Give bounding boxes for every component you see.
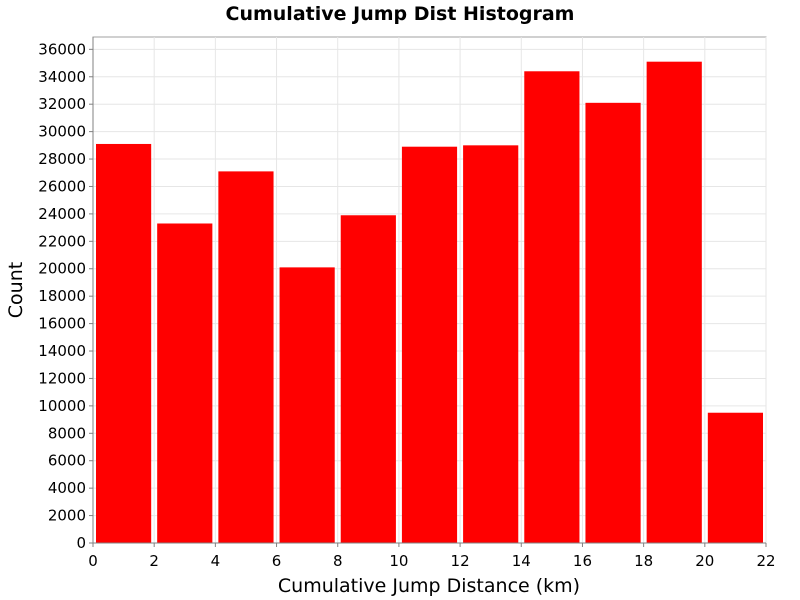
histogram-bar	[218, 171, 274, 543]
y-axis-label: Count	[5, 262, 27, 318]
histogram-bar	[524, 71, 580, 543]
x-tick-label: 10	[389, 552, 408, 570]
x-axis-label: Cumulative Jump Distance (km)	[278, 575, 580, 597]
y-tick-label: 32000	[38, 95, 86, 113]
x-tick-label: 8	[333, 552, 343, 570]
x-tick-label: 18	[634, 552, 653, 570]
y-tick-label: 30000	[38, 123, 86, 141]
histogram-bar	[401, 146, 458, 543]
histogram-bar	[96, 143, 152, 543]
bars-layer	[96, 61, 763, 544]
histogram-bar	[646, 61, 702, 544]
histogram-bar	[279, 267, 335, 543]
x-tick-label: 20	[695, 552, 714, 570]
y-tick-label: 2000	[48, 507, 86, 525]
chart-title: Cumulative Jump Dist Histogram	[226, 3, 575, 25]
y-tick-label: 10000	[38, 397, 86, 415]
histogram-bar	[707, 412, 763, 543]
y-tick-label: 14000	[38, 342, 86, 360]
x-tick-layer: 0 2 4 6 8 10 12 14 16 18 20 22	[88, 543, 776, 570]
x-tick-label: 14	[512, 552, 531, 570]
y-tick-label: 34000	[38, 68, 86, 86]
y-tick-label: 4000	[48, 479, 86, 497]
x-tick-label: 0	[88, 552, 98, 570]
y-tick-label: 8000	[48, 424, 86, 442]
histogram-bar	[585, 102, 641, 543]
y-tick-label: 6000	[48, 452, 86, 470]
histogram-bar	[463, 145, 519, 543]
x-tick-label: 6	[272, 552, 282, 570]
x-tick-label: 2	[149, 552, 159, 570]
histogram-bar	[340, 215, 396, 544]
y-tick-label: 22000	[38, 232, 86, 250]
x-tick-label: 4	[211, 552, 221, 570]
y-tick-label: 0	[76, 534, 86, 552]
y-tick-label: 12000	[38, 369, 86, 387]
histogram-bar	[157, 223, 213, 543]
x-tick-label: 16	[573, 552, 592, 570]
y-tick-label: 18000	[38, 287, 86, 305]
y-tick-label: 28000	[38, 150, 86, 168]
y-tick-label: 26000	[38, 177, 86, 195]
y-tick-label: 16000	[38, 315, 86, 333]
y-tick-label: 36000	[38, 40, 86, 58]
y-tick-label: 20000	[38, 260, 86, 278]
x-tick-label: 22	[756, 552, 775, 570]
x-tick-label: 12	[451, 552, 470, 570]
y-tick-layer: 0 2000 4000 6000 8000 10000 12000 14000 16000 180…	[38, 40, 93, 552]
y-tick-label: 24000	[38, 205, 86, 223]
